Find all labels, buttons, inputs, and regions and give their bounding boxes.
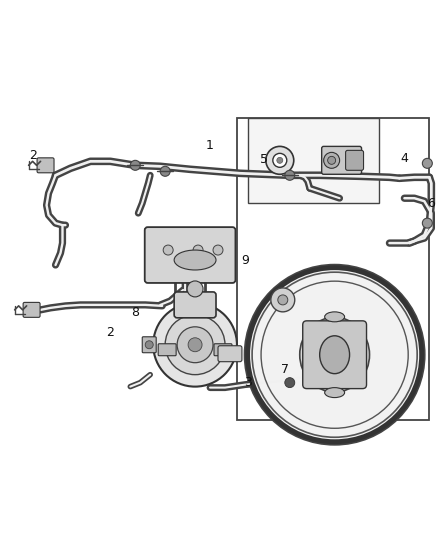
Bar — [237, 118, 429, 419]
FancyBboxPatch shape — [321, 147, 361, 174]
FancyBboxPatch shape — [23, 302, 40, 317]
Circle shape — [273, 154, 287, 167]
Text: 3: 3 — [244, 376, 252, 389]
FancyBboxPatch shape — [303, 321, 367, 389]
Text: 2: 2 — [28, 149, 36, 162]
Text: 4: 4 — [400, 152, 408, 165]
FancyBboxPatch shape — [145, 227, 236, 283]
Circle shape — [245, 265, 424, 445]
Text: 1: 1 — [206, 139, 214, 152]
Circle shape — [177, 327, 213, 362]
Circle shape — [285, 171, 295, 180]
Text: 7: 7 — [281, 363, 289, 376]
Circle shape — [266, 147, 294, 174]
Circle shape — [328, 156, 336, 164]
Text: 2: 2 — [106, 326, 114, 340]
Text: 6: 6 — [427, 197, 435, 209]
Circle shape — [187, 281, 203, 297]
Ellipse shape — [174, 250, 216, 270]
Circle shape — [153, 303, 237, 386]
Ellipse shape — [325, 387, 345, 398]
Circle shape — [165, 315, 225, 375]
FancyBboxPatch shape — [158, 344, 176, 356]
Text: 5: 5 — [260, 153, 268, 166]
Ellipse shape — [300, 317, 370, 392]
Circle shape — [285, 378, 295, 387]
Text: 8: 8 — [131, 306, 139, 319]
Circle shape — [188, 338, 202, 352]
Circle shape — [324, 152, 339, 168]
Circle shape — [163, 245, 173, 255]
Circle shape — [278, 295, 288, 305]
Circle shape — [213, 245, 223, 255]
FancyBboxPatch shape — [346, 150, 364, 171]
Circle shape — [193, 245, 203, 255]
FancyBboxPatch shape — [174, 292, 216, 318]
Ellipse shape — [325, 312, 345, 322]
FancyBboxPatch shape — [214, 344, 232, 356]
Circle shape — [422, 218, 432, 228]
Circle shape — [160, 166, 170, 176]
FancyBboxPatch shape — [37, 158, 54, 173]
Circle shape — [277, 157, 283, 163]
Bar — [248, 118, 379, 203]
FancyBboxPatch shape — [218, 346, 242, 362]
Circle shape — [422, 158, 432, 168]
FancyBboxPatch shape — [142, 337, 156, 353]
Circle shape — [271, 288, 295, 312]
Ellipse shape — [320, 336, 350, 374]
Text: 9: 9 — [241, 254, 249, 266]
Circle shape — [145, 341, 153, 349]
Circle shape — [130, 160, 140, 171]
